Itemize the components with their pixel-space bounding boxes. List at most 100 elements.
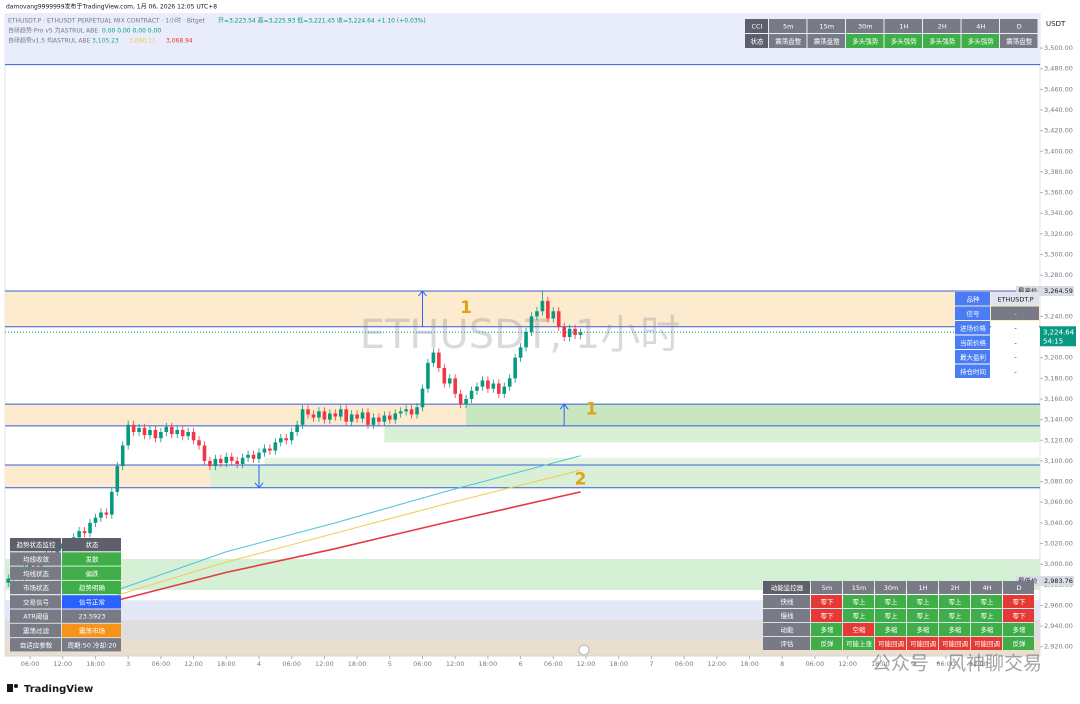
- candle-body: [480, 380, 485, 387]
- table-cell: [763, 581, 810, 594]
- candle-body: [333, 413, 338, 417]
- table-cell: [763, 637, 810, 650]
- table-cell: [991, 321, 1039, 335]
- table-text: 当前价格: [960, 338, 987, 347]
- y-tick-label: 3,060.00: [1044, 498, 1073, 506]
- y-tick-label: 3,440.00: [1044, 106, 1073, 114]
- candle-body: [377, 417, 381, 422]
- y-tick-label: 3,140.00: [1044, 416, 1073, 424]
- table-cell: [846, 34, 884, 48]
- table-text: 多缩: [949, 625, 963, 634]
- table-text: 零下: [1013, 612, 1027, 620]
- candle-body: [142, 427, 147, 436]
- x-tick-label: 12:00: [315, 660, 334, 668]
- candle-body: [393, 413, 398, 420]
- y-tick-label: 3,460.00: [1044, 85, 1073, 93]
- y-tick-label: 3,120.00: [1044, 436, 1073, 444]
- y-tick-label: 3,160.00: [1044, 395, 1073, 403]
- candle-body: [546, 300, 550, 319]
- indicator-value: 3,105.23: [92, 38, 119, 45]
- candle-body: [404, 409, 408, 412]
- table-cell: [939, 609, 970, 622]
- indicator-value: 3,090.11: [129, 38, 156, 45]
- candle-body: [518, 347, 523, 358]
- table-text: 可能回调: [942, 639, 968, 648]
- candle-body: [148, 429, 152, 436]
- table-cell: [971, 595, 1002, 608]
- x-tick-label: 06:00: [152, 660, 171, 668]
- table-cell: [961, 19, 999, 33]
- table-cell: [10, 566, 61, 580]
- table-cell: [991, 292, 1039, 306]
- table-text: 信号正常: [79, 597, 105, 606]
- candle-body: [458, 393, 463, 405]
- publisher: damovang9999999发布于TradingView.com, 1月 06…: [6, 3, 217, 11]
- candle-body: [338, 409, 343, 417]
- price-tag: [1016, 575, 1074, 586]
- table-text: D: [1017, 23, 1022, 31]
- candle-body: [567, 328, 572, 338]
- x-tick-label: 06:00: [21, 660, 40, 668]
- candle-body: [415, 407, 419, 415]
- y-tick-label: 3,020.00: [1044, 539, 1073, 547]
- annotation: 1: [460, 298, 472, 318]
- table-cell: [923, 34, 961, 48]
- x-tick-label: 12:00: [969, 660, 988, 668]
- table-cell: [939, 637, 970, 650]
- table-text: 多缩: [981, 625, 995, 634]
- x-tick-label: 06:00: [675, 660, 694, 668]
- table-cell: [955, 350, 990, 364]
- wechat-watermark: 公众号 · 风神聊交易: [872, 653, 1042, 675]
- x-tick-label: 18:00: [86, 660, 105, 668]
- candle-body: [426, 362, 430, 389]
- table-cell: [10, 609, 61, 623]
- table-text: 零上: [885, 597, 899, 606]
- table-text: 发散: [86, 554, 100, 563]
- candle-body: [300, 409, 305, 425]
- candle-body: [382, 415, 387, 422]
- table-text: 零上: [917, 611, 931, 620]
- candle-body: [578, 332, 583, 335]
- candle-body: [251, 454, 256, 459]
- table-text: 5m: [783, 23, 793, 31]
- price-tag-value: 2,983.76: [1044, 577, 1073, 585]
- price-tag-value: 3,264.59: [1044, 287, 1073, 295]
- x-tick-label: 7: [649, 660, 653, 668]
- x-tick-label: 06:00: [282, 660, 301, 668]
- candle-body: [99, 512, 103, 518]
- candle-body: [224, 456, 229, 463]
- table-text: 快线: [781, 597, 795, 606]
- candle-body: [349, 414, 354, 422]
- legend-ohlc: 开=3,223.54 高=3,225.93 低=3,221.45 收=3,224…: [218, 17, 426, 25]
- candle-body: [437, 352, 441, 369]
- candle-body: [191, 432, 196, 441]
- logo-mark: [14, 684, 18, 688]
- candle-body: [387, 415, 392, 420]
- candle-body: [453, 378, 457, 394]
- x-tick-label: 12:00: [184, 660, 203, 668]
- candle-body: [284, 438, 289, 441]
- candle-body: [6, 578, 11, 583]
- table-text: 空缩: [853, 625, 867, 634]
- table-text: 零上: [853, 597, 867, 606]
- table-cell: [10, 595, 61, 609]
- table-cell: [1000, 19, 1038, 33]
- table-cell: [846, 19, 884, 33]
- candle-body: [431, 352, 436, 363]
- table-cell: [991, 335, 1039, 349]
- y-tick-label: 3,480.00: [1044, 65, 1073, 73]
- table-cell: [62, 623, 121, 638]
- y-tick-label: 3,380.00: [1044, 168, 1073, 176]
- table-cell: [955, 335, 990, 349]
- table-text: 反弹: [1013, 639, 1027, 648]
- candle-body: [202, 445, 207, 461]
- table-text: 零上: [981, 611, 995, 620]
- table-text: 零上: [885, 611, 899, 620]
- table-cell: [875, 609, 906, 622]
- table-cell: [62, 638, 121, 652]
- table-cell: [991, 364, 1039, 378]
- table-text: 趋势明确: [79, 583, 106, 592]
- table-cell: [763, 609, 810, 622]
- y-tick-label: 3,200.00: [1044, 354, 1073, 362]
